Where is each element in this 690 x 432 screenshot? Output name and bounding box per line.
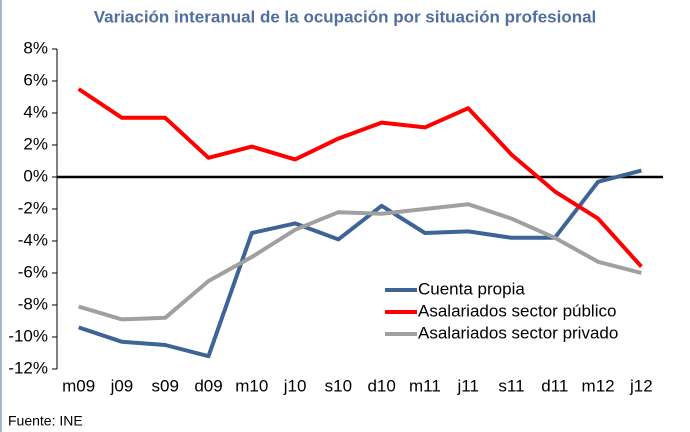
legend-label: Asalariados sector privado [418, 323, 618, 342]
y-tick-label: -4% [18, 230, 48, 249]
y-tick-label: 0% [23, 166, 48, 185]
series-line [78, 202, 642, 322]
x-tick-label: j10 [283, 376, 307, 395]
x-tick-label: j12 [629, 376, 653, 395]
x-tick-label: d10 [367, 376, 395, 395]
y-tick-label: 4% [23, 102, 48, 121]
chart-title: Variación interanual de la ocupación por… [94, 7, 597, 26]
x-tick-label: j09 [110, 376, 134, 395]
y-tick-label: -2% [18, 198, 48, 217]
legend-label: Asalariados sector público [418, 301, 616, 320]
x-tick-label: d11 [541, 376, 568, 395]
x-tick-label: s11 [498, 376, 524, 395]
legend-label: Cuenta propia [418, 279, 525, 298]
x-tick-label: m11 [409, 376, 441, 395]
x-tick-label: m12 [582, 376, 615, 395]
x-tick-label: s10 [325, 376, 352, 395]
series-line [77, 87, 643, 268]
x-tick-label: m09 [62, 376, 95, 395]
series-line [78, 168, 642, 359]
x-tick-label: j11 [456, 376, 478, 395]
y-tick-label: -6% [18, 262, 48, 281]
x-tick-label: d09 [194, 376, 222, 395]
x-tick-label: s09 [152, 376, 179, 395]
y-tick-label: 6% [23, 70, 48, 89]
y-tick-label: -8% [18, 294, 48, 313]
x-tick-label: m10 [235, 376, 268, 395]
y-tick-label: -12% [8, 358, 48, 377]
y-tick-label: 2% [23, 134, 48, 153]
source: Fuente: INE [8, 413, 83, 429]
y-tick-label: 8% [23, 38, 48, 57]
y-tick-label: -10% [8, 326, 48, 345]
